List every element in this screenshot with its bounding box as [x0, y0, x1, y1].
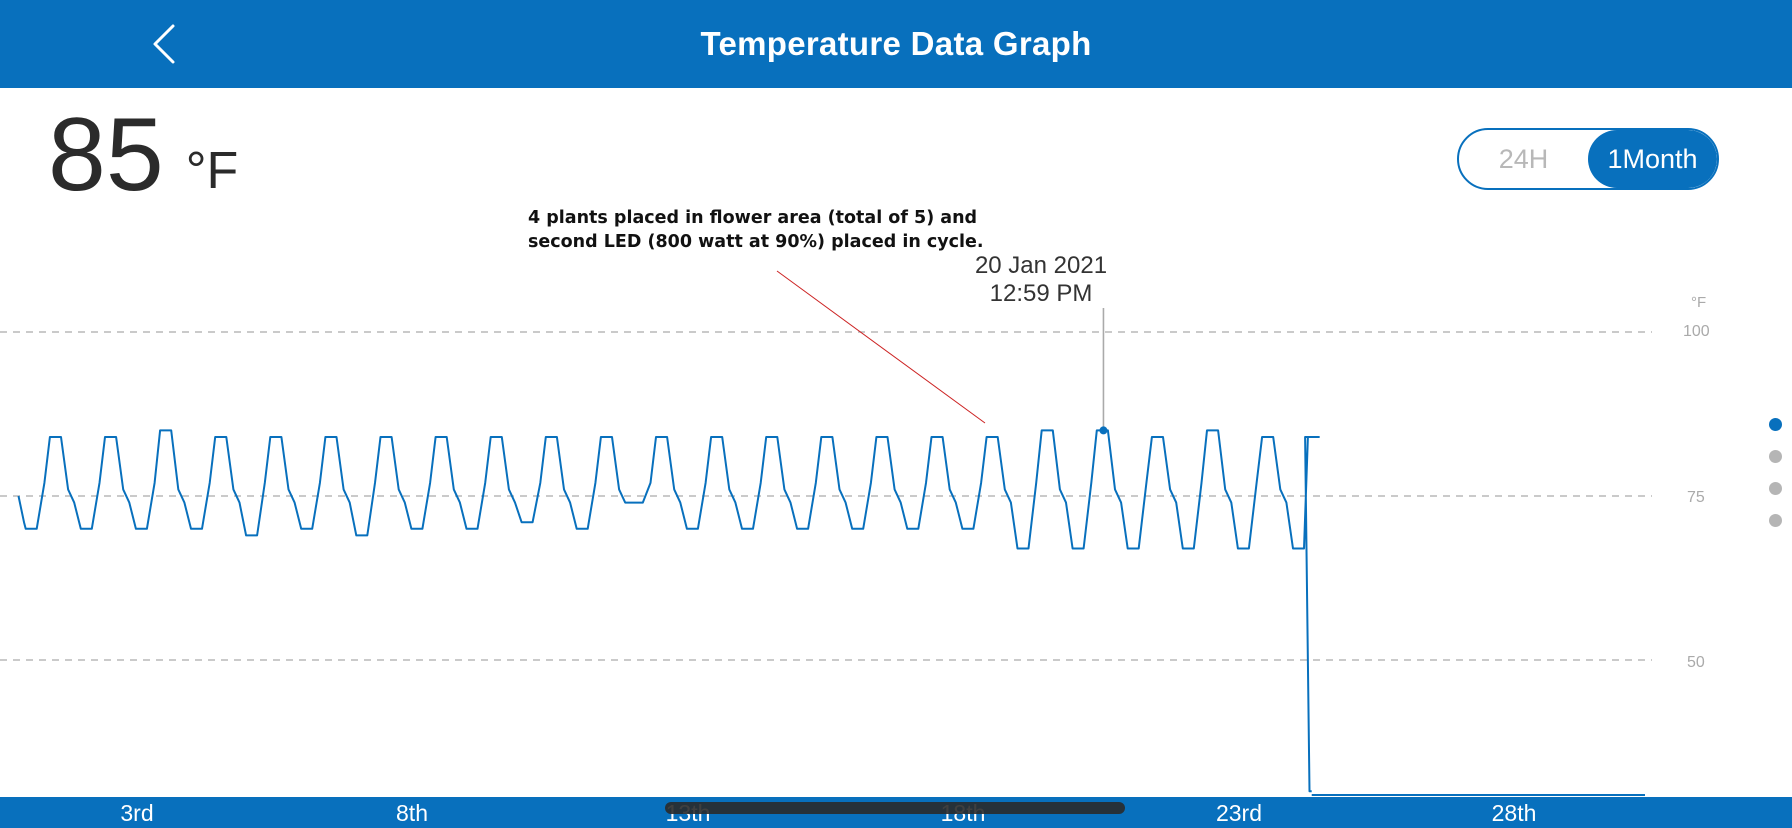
page-indicator	[1769, 418, 1782, 546]
page-dot[interactable]	[1769, 514, 1782, 527]
chevron-left-icon	[153, 24, 175, 64]
x-tick-label: 23rd	[1215, 800, 1263, 826]
y-tick-label: 75	[1687, 489, 1705, 506]
y-tick-label: 50	[1687, 654, 1705, 671]
chart-annotation: 4 plants placed in flower area (total of…	[528, 206, 984, 254]
range-24h-option[interactable]: 24H	[1498, 143, 1549, 174]
selected-point-marker	[1099, 426, 1108, 435]
x-tick-label: 3rd	[120, 800, 154, 826]
horizontal-scroll-indicator[interactable]	[665, 802, 1125, 814]
annotation-leader-line	[776, 270, 986, 424]
annotation-line-2: second LED (800 watt at 90%) placed in c…	[528, 232, 984, 252]
range-toggle[interactable]: 24H 1Month	[1457, 128, 1719, 190]
page-dot[interactable]	[1769, 418, 1782, 431]
y-tick-label: 100	[1683, 323, 1710, 340]
page-title: Temperature Data Graph	[700, 25, 1092, 62]
top-bar: Temperature Data Graph	[0, 0, 1792, 88]
temperature-unit: °F	[185, 142, 239, 200]
page-dot[interactable]	[1769, 450, 1782, 463]
temperature-value: 85	[48, 97, 164, 213]
x-tick-label: 8th	[396, 800, 428, 826]
range-1month-option[interactable]: 1Month	[1588, 130, 1717, 188]
tooltip-date: 20 Jan 2021	[974, 252, 1108, 279]
temperature-series-line	[17, 429, 1320, 793]
page-dot[interactable]	[1769, 482, 1782, 495]
y-axis-unit: °F	[1691, 294, 1707, 311]
point-tooltip: 20 Jan 2021 12:59 PM	[941, 252, 1141, 308]
current-reading: 85 °F	[48, 103, 238, 207]
annotation-line-1: 4 plants placed in flower area (total of…	[528, 208, 978, 228]
tooltip-time: 12:59 PM	[989, 280, 1093, 307]
x-tick-label: 28th	[1491, 800, 1537, 826]
back-button[interactable]	[140, 20, 188, 68]
